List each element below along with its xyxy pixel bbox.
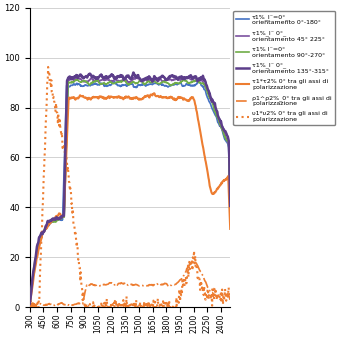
Legend: τ1%_I⁻=0°_
orientamento 0°-180°, τ1%_I⁻ 0°_
orientamento 45° 225°, τ1% I⁻=0°
ori: τ1%_I⁻=0°_ orientamento 0°-180°, τ1%_I⁻ …: [233, 11, 335, 125]
